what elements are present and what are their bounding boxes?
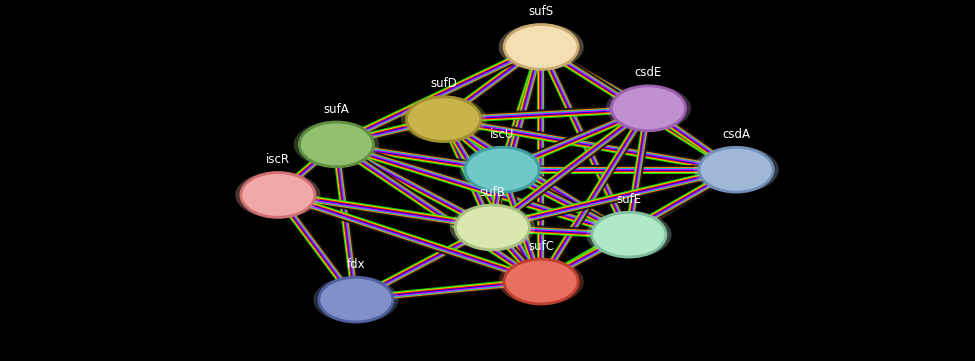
Ellipse shape (498, 23, 584, 70)
Text: sufE: sufE (616, 193, 642, 206)
Ellipse shape (586, 211, 672, 258)
Ellipse shape (459, 146, 545, 193)
Ellipse shape (498, 258, 584, 305)
Ellipse shape (449, 204, 535, 251)
Text: sufS: sufS (528, 5, 554, 18)
Text: csdE: csdE (635, 66, 662, 79)
Text: sufC: sufC (528, 240, 554, 253)
Ellipse shape (699, 147, 773, 192)
Ellipse shape (407, 97, 481, 142)
Ellipse shape (504, 259, 578, 304)
Ellipse shape (455, 205, 529, 250)
Text: iscU: iscU (489, 128, 515, 141)
Ellipse shape (241, 173, 315, 217)
Ellipse shape (235, 171, 321, 218)
Ellipse shape (465, 147, 539, 192)
Ellipse shape (611, 86, 685, 131)
Text: iscR: iscR (266, 153, 290, 166)
Ellipse shape (605, 85, 691, 132)
Text: csdA: csdA (722, 128, 750, 141)
Text: sufA: sufA (324, 103, 349, 116)
Ellipse shape (299, 122, 373, 167)
Text: fdx: fdx (346, 258, 366, 271)
Ellipse shape (504, 25, 578, 69)
Text: sufD: sufD (430, 77, 457, 90)
Ellipse shape (401, 96, 487, 143)
Ellipse shape (693, 146, 779, 193)
Ellipse shape (293, 121, 379, 168)
Text: sufB: sufB (480, 186, 505, 199)
Ellipse shape (319, 277, 393, 322)
Ellipse shape (313, 276, 399, 323)
Ellipse shape (592, 212, 666, 257)
